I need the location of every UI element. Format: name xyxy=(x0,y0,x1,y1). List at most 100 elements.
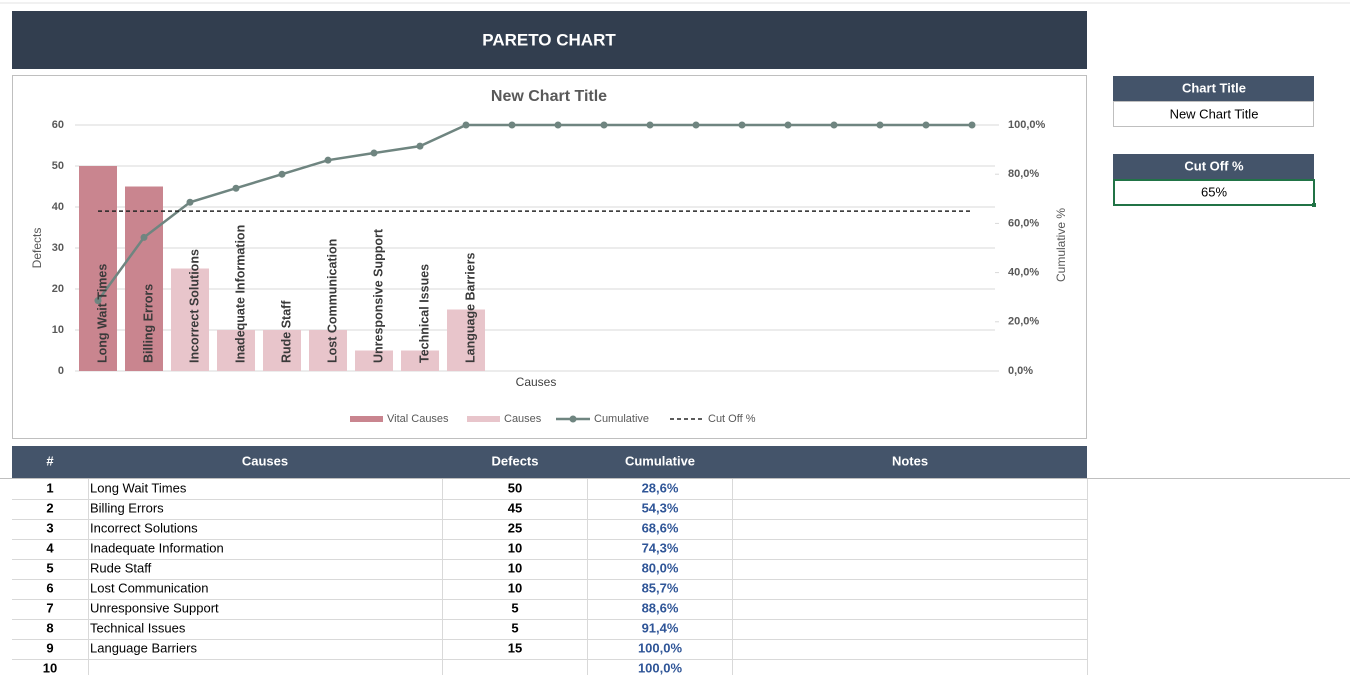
table-cell: 50 xyxy=(508,480,522,495)
y2-tick-label: 20,0% xyxy=(1008,316,1039,328)
column-header: Defects xyxy=(492,453,539,468)
y-tick-label: 0 xyxy=(58,365,64,377)
table-cell: Billing Errors xyxy=(90,500,164,515)
legend-label: Vital Causes xyxy=(387,413,449,425)
legend-label: Cumulative xyxy=(594,413,649,425)
y2-tick-label: 80,0% xyxy=(1008,168,1039,180)
bar xyxy=(217,330,255,371)
table-cell: Language Barriers xyxy=(90,640,197,655)
cumulative-marker xyxy=(876,121,884,129)
table-cell: 10 xyxy=(508,560,522,575)
y-tick-label: 20 xyxy=(52,283,64,295)
fill-handle xyxy=(1312,203,1316,207)
table-cell: 8 xyxy=(46,620,53,635)
y-tick-label: 60 xyxy=(52,119,64,131)
y-tick-label: 50 xyxy=(52,160,64,172)
y2-tick-label: 0,0% xyxy=(1008,365,1033,377)
cumulative-marker xyxy=(370,149,378,157)
table-cell: 15 xyxy=(508,640,522,655)
table-cell: 10 xyxy=(508,540,522,555)
table-cell: 5 xyxy=(511,600,518,615)
category-label: Language Barriers xyxy=(463,252,477,363)
table-cell: Technical Issues xyxy=(90,620,186,635)
bar xyxy=(401,350,439,371)
table-cell: 85,7% xyxy=(642,580,679,595)
legend-label: Causes xyxy=(504,413,542,425)
setting-input[interactable] xyxy=(1113,101,1314,127)
category-label: Technical Issues xyxy=(417,264,431,363)
cumulative-line xyxy=(96,123,972,302)
y-tick-label: 10 xyxy=(52,324,64,336)
legend-marker xyxy=(569,415,577,423)
setting-label: Cut Off % xyxy=(1184,158,1244,173)
cumulative-marker xyxy=(232,184,240,192)
column-header: Notes xyxy=(892,453,928,468)
bar xyxy=(447,309,485,371)
y2-tick-label: 100,0% xyxy=(1008,119,1046,131)
header-title: PARETO CHART xyxy=(482,30,616,49)
setting-header xyxy=(1113,76,1314,101)
table-cell: 6 xyxy=(46,580,53,595)
setting-input-active[interactable] xyxy=(1113,179,1315,206)
table-cell: 45 xyxy=(508,500,522,515)
cumulative-marker xyxy=(278,170,286,178)
cumulative-marker xyxy=(508,121,516,129)
table-cell: Long Wait Times xyxy=(90,480,187,495)
legend-swatch xyxy=(467,416,500,422)
table-cell: Inadequate Information xyxy=(90,540,224,555)
table-cell: 100,0% xyxy=(638,660,683,675)
cumulative-marker xyxy=(646,121,654,129)
y2-tick-label: 40,0% xyxy=(1008,267,1039,279)
table-cell: 5 xyxy=(511,620,518,635)
cumulative-marker xyxy=(738,121,746,129)
table-cell: Unresponsive Support xyxy=(90,600,219,615)
setting-value: New Chart Title xyxy=(1170,106,1259,121)
cumulative-marker xyxy=(94,297,102,305)
chart-title: New Chart Title xyxy=(491,88,607,105)
category-label: Lost Communication xyxy=(325,239,339,363)
y-tick-label: 40 xyxy=(52,201,64,213)
table-cell: 88,6% xyxy=(642,600,679,615)
setting-header xyxy=(1113,154,1314,180)
table-cell: 7 xyxy=(46,600,53,615)
cumulative-marker xyxy=(416,142,424,150)
bar xyxy=(171,268,209,371)
column-header: Cumulative xyxy=(625,453,695,468)
table-cell: 1 xyxy=(46,480,53,495)
table-cell: 28,6% xyxy=(642,480,679,495)
cumulative-marker xyxy=(186,198,194,206)
table-cell: Lost Communication xyxy=(90,580,209,595)
cumulative-marker xyxy=(830,121,838,129)
table-cell: 9 xyxy=(46,640,53,655)
category-label: Rude Staff xyxy=(279,300,293,363)
table-cell: 4 xyxy=(46,540,54,555)
category-label: Long Wait Times xyxy=(95,264,109,363)
table-cell: 3 xyxy=(46,520,53,535)
table-cell: 5 xyxy=(46,560,53,575)
y-tick-label: 30 xyxy=(52,242,64,254)
category-label: Incorrect Solutions xyxy=(187,249,201,363)
category-label: Unresponsive Support xyxy=(371,228,385,363)
table-cell: 10 xyxy=(43,660,57,675)
table-header xyxy=(12,446,1087,478)
bar xyxy=(79,166,117,371)
y2-tick-label: 60,0% xyxy=(1008,217,1039,229)
table-cell: 100,0% xyxy=(638,640,683,655)
table-cell: 68,6% xyxy=(642,520,679,535)
category-label: Billing Errors xyxy=(141,284,155,363)
bar xyxy=(125,186,163,371)
table-cell: Rude Staff xyxy=(90,560,152,575)
table-cell: 74,3% xyxy=(642,540,679,555)
cumulative-marker xyxy=(600,121,608,129)
legend-label: Cut Off % xyxy=(708,413,756,425)
bar xyxy=(263,330,301,371)
setting-value: 65% xyxy=(1201,184,1227,199)
header-bar xyxy=(12,11,1087,69)
table-cell: 25 xyxy=(508,520,522,535)
table-cell: 80,0% xyxy=(642,560,679,575)
cumulative-marker xyxy=(462,121,470,129)
table-cell: 91,4% xyxy=(642,620,679,635)
setting-label: Chart Title xyxy=(1182,80,1246,95)
chart-frame xyxy=(12,75,1087,439)
legend-swatch xyxy=(350,416,383,422)
